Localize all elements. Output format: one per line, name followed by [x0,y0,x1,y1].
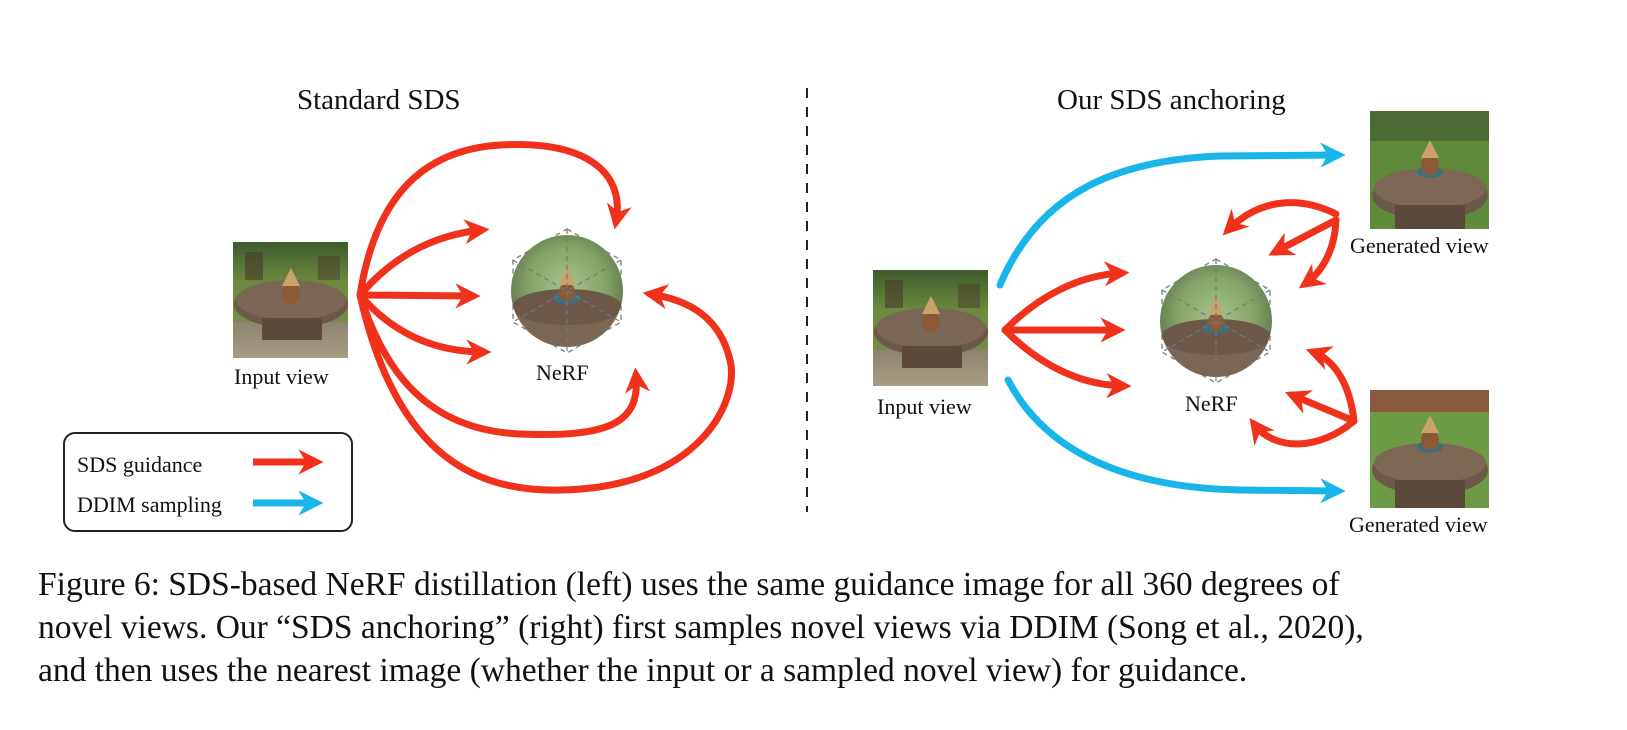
generated-view-top-label: Generated view [1350,233,1489,258]
right-input-view-label: Input view [877,394,972,419]
figure: Standard SDS Our SDS anchoring Input vie… [63,84,1489,537]
left-arrow-upper [356,219,490,299]
generated-view-bottom-image [1370,390,1489,508]
right-nerf-label: NeRF [1185,391,1238,416]
left-arrow-top-loop [356,141,632,299]
left-arrow-bottom-loop [356,291,651,439]
left-arrow-middle [356,283,481,309]
left-panel-title: Standard SDS [297,84,461,116]
right-panel-title: Our SDS anchoring [1057,84,1286,116]
ddim-arrow-bottom [1004,376,1346,504]
left-arrow-outer-loop [356,284,735,494]
caption-line-2: novel views. Our “SDS anchoring” (right)… [38,609,1364,646]
right-sds-arrows [1001,199,1358,448]
right-nerf-sphere [1160,258,1272,384]
right-ddim-arrows [996,142,1346,504]
gen-top-arrow-middle [1268,216,1340,256]
legend: SDS guidance DDIM sampling [63,432,353,532]
legend-sds-label: SDS guidance [77,452,203,477]
gen-bottom-arrow-lower [1249,417,1358,448]
generated-view-bottom-label: Generated view [1349,512,1488,537]
legend-ddim-label: DDIM sampling [77,492,222,517]
left-nerf-label: NeRF [536,360,589,385]
left-arrow-lower [356,291,492,365]
left-input-view-label: Input view [234,364,329,389]
caption-line-3: and then uses the nearest image (whether… [38,652,1248,689]
figure-caption: Figure 6: SDS-based NeRF distillation (l… [38,563,1598,692]
ddim-arrow-top [996,142,1346,289]
left-input-view-image [233,242,348,358]
gen-top-arrow-lower [1298,216,1340,289]
figure-graphics [233,88,1489,516]
right-input-arrow-upper [1001,261,1130,334]
gen-bottom-arrow-middle [1285,390,1358,425]
caption-line-1: Figure 6: SDS-based NeRF distillation (l… [38,566,1340,603]
gen-bottom-arrow-upper [1305,346,1358,425]
right-input-view-image [873,270,988,386]
generated-view-top-image [1370,111,1489,229]
left-sds-arrows [356,141,735,494]
right-input-arrow-lower [1001,326,1132,399]
left-nerf-sphere [511,228,623,354]
gen-top-arrow-upper [1222,199,1340,236]
